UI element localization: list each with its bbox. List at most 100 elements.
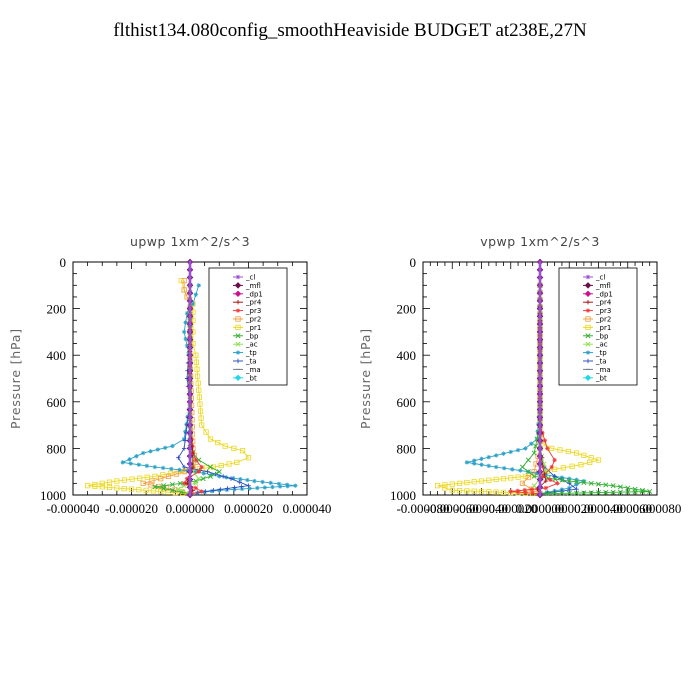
series-point: [493, 476, 499, 483]
series-point: [543, 472, 549, 478]
legend-label: _bp: [245, 332, 259, 340]
series-point: [567, 481, 572, 486]
series-point: [262, 485, 268, 490]
legend-marker: [585, 300, 591, 305]
legend-marker: [234, 282, 242, 289]
series-point: [552, 491, 558, 497]
series-point: [531, 483, 537, 489]
series-point: [559, 477, 565, 483]
series-point: [106, 484, 113, 491]
series-point: [246, 483, 251, 488]
series-point: [479, 456, 484, 462]
series-point: [574, 486, 579, 492]
series-point: [537, 283, 543, 288]
series-point: [549, 464, 554, 470]
series-point: [523, 446, 528, 451]
series-point: [187, 422, 193, 428]
series-point: [203, 429, 209, 435]
series-point: [196, 283, 201, 288]
series-point: [537, 469, 543, 474]
legend-marker: [235, 333, 241, 339]
legend-label: _tp: [245, 349, 257, 357]
legend-marker: [585, 274, 591, 280]
legend-label: _ac: [595, 341, 608, 349]
series-point: [442, 482, 448, 488]
series-point: [238, 476, 243, 482]
series-point: [534, 486, 540, 492]
series-point: [508, 489, 513, 494]
chart-panel-1: upwp 1xm^2/s^3 Pressure [hPa] 0 200 400 600 80…: [8, 234, 331, 516]
series-point: [537, 415, 543, 420]
series-point: [187, 345, 193, 350]
legend-label: _pr2: [595, 316, 611, 324]
series-point: [199, 464, 204, 470]
series-point: [207, 436, 214, 442]
series-point: [141, 450, 146, 456]
series-point: [471, 488, 477, 494]
series-point: [165, 473, 172, 479]
series-point: [552, 476, 558, 482]
series-point: [190, 464, 196, 470]
series-point: [187, 290, 193, 296]
series-point: [193, 480, 199, 486]
x-tick-label: 0.000040: [283, 501, 332, 516]
series-point: [523, 490, 528, 495]
series-point: [268, 480, 273, 486]
series-point: [197, 408, 204, 414]
series-point: [574, 479, 580, 485]
series-point: [588, 480, 594, 486]
series-point: [211, 488, 216, 493]
series-point: [99, 484, 105, 490]
series-point: [515, 474, 521, 480]
series-point: [120, 460, 125, 465]
series-point: [519, 480, 526, 486]
legend-label: _tp: [595, 349, 607, 357]
series-point: [464, 488, 470, 494]
series-point: [508, 475, 514, 481]
series-point: [169, 481, 175, 488]
series-point: [525, 469, 531, 475]
series-point: [270, 484, 275, 490]
legend-label: _bt: [595, 374, 607, 382]
series-point: [196, 476, 202, 482]
series-point: [508, 449, 513, 455]
series-point: [587, 459, 593, 465]
series-point: [137, 475, 143, 481]
series-point: [537, 446, 543, 451]
series-point: [177, 467, 182, 473]
legend-label: _cl: [245, 274, 255, 282]
series-point: [187, 469, 193, 474]
series-point: [203, 465, 209, 471]
series-point: [537, 391, 543, 397]
legend-marker: [584, 374, 592, 382]
legend-label: _cl: [595, 274, 605, 282]
series-point: [195, 373, 201, 379]
series-point: [175, 486, 181, 492]
series-point: [617, 489, 623, 495]
series-cl: [537, 259, 543, 498]
series-point: [152, 473, 158, 479]
series-point: [209, 489, 215, 494]
series-point: [240, 448, 246, 454]
series-point: [293, 483, 298, 488]
series-point: [559, 490, 565, 496]
legend-label: _ma: [245, 366, 261, 374]
series-point: [190, 301, 196, 307]
series-point: [183, 336, 188, 342]
series-point: [540, 464, 546, 470]
series-point: [225, 486, 230, 491]
page-title: flthist134.080config_smoothHeaviside BUD…: [113, 20, 587, 41]
series-point: [552, 457, 557, 463]
series-point: [187, 360, 193, 366]
series-point: [537, 453, 543, 459]
legend-box: [558, 267, 638, 386]
series-point: [515, 489, 521, 495]
legend-marker: [585, 333, 591, 339]
series-point: [195, 380, 201, 386]
series-point: [173, 471, 179, 477]
x-tick-label: -0.000040: [46, 501, 99, 516]
y-tick-label: 1000: [390, 488, 416, 503]
legend-marker: [235, 350, 241, 355]
series-point: [493, 453, 499, 458]
series-point: [531, 473, 537, 479]
